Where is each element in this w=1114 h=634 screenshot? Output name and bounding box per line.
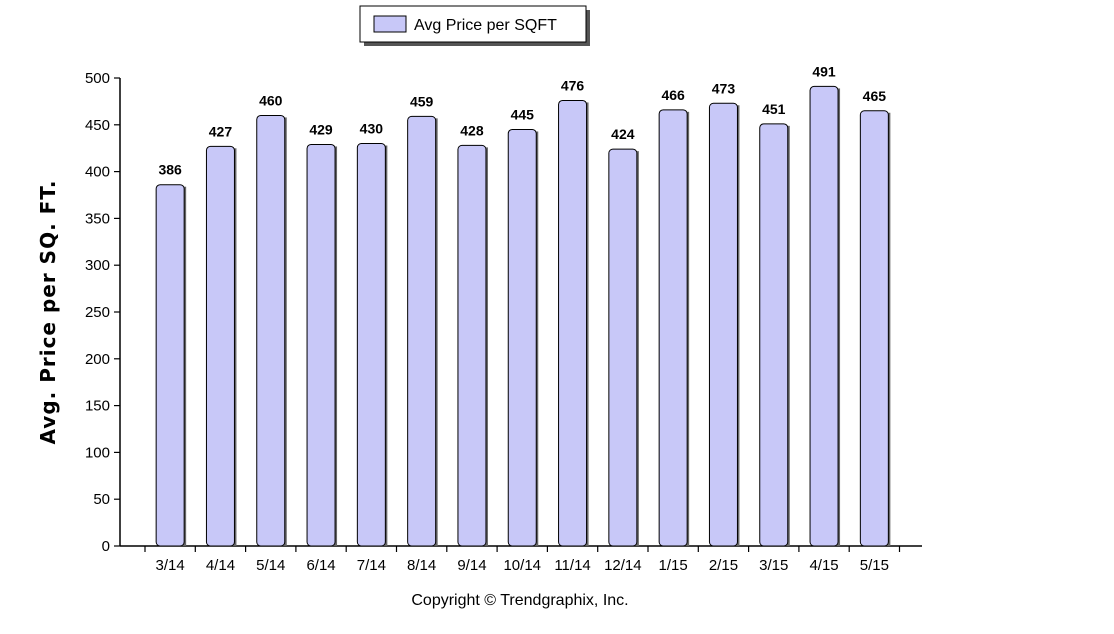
x-tick-label: 4/15 <box>809 557 838 574</box>
data-label: 445 <box>511 106 535 122</box>
bar <box>708 102 738 547</box>
y-tick-label: 350 <box>85 210 110 227</box>
bar <box>658 109 688 547</box>
bar <box>155 184 185 547</box>
data-label: 459 <box>410 93 434 109</box>
y-tick-label: 0 <box>102 538 110 555</box>
bar <box>356 143 386 547</box>
y-tick-label: 150 <box>85 398 110 415</box>
data-label: 466 <box>661 87 685 103</box>
bar <box>407 115 437 547</box>
x-tick-label: 7/14 <box>357 557 386 574</box>
x-tick-label: 5/15 <box>860 557 889 574</box>
y-tick-label: 450 <box>85 117 110 134</box>
bar <box>457 144 487 547</box>
y-ticks: 0 50 100 150 200 250 300 350 400 450 500 <box>85 70 120 555</box>
bar <box>809 85 839 547</box>
data-label: 424 <box>611 126 635 142</box>
data-label: 428 <box>460 122 484 138</box>
data-label: 460 <box>259 92 283 108</box>
x-tick-label: 2/15 <box>709 557 738 574</box>
bar <box>507 128 537 547</box>
y-tick-label: 200 <box>85 351 110 368</box>
x-ticks: 3/14 4/14 5/14 6/14 7/14 8/14 9/14 10/14 11/14 12… <box>144 546 901 574</box>
bar <box>558 99 588 547</box>
x-tick-label: 8/14 <box>407 557 436 574</box>
y-tick-label: 100 <box>85 444 110 461</box>
x-tick-label: 5/14 <box>256 557 285 574</box>
data-label: 473 <box>712 80 736 96</box>
y-tick-label: 250 <box>85 304 110 321</box>
bar <box>859 110 889 547</box>
data-label: 451 <box>762 101 786 117</box>
x-tick-label: 9/14 <box>457 557 486 574</box>
x-tick-label: 4/14 <box>206 557 235 574</box>
bars <box>155 85 891 547</box>
data-label: 491 <box>812 63 836 79</box>
data-label: 465 <box>863 88 887 104</box>
x-tick-label: 3/14 <box>156 557 185 574</box>
data-labels: 386 427 460 429 430 459 428 445 476 424 466 473 451 4… <box>158 63 886 177</box>
y-tick-label: 300 <box>85 257 110 274</box>
x-tick-label: 6/14 <box>306 557 335 574</box>
x-tick-label: 3/15 <box>759 557 788 574</box>
bar <box>608 148 638 547</box>
y-tick-label: 500 <box>85 70 110 87</box>
legend: Avg Price per SQFT <box>359 5 590 46</box>
data-label: 427 <box>209 123 233 139</box>
y-tick-label: 400 <box>85 164 110 181</box>
copyright-text: Copyright © Trendgraphix, Inc. <box>411 592 628 609</box>
x-tick-label: 11/14 <box>554 557 590 574</box>
data-label: 476 <box>561 77 585 93</box>
bar <box>256 114 286 547</box>
x-tick-label: 1/15 <box>659 557 688 574</box>
bar <box>759 123 789 547</box>
x-tick-label: 10/14 <box>503 557 541 574</box>
x-tick-label: 12/14 <box>604 557 642 574</box>
y-tick-label: 50 <box>93 491 110 508</box>
y-axis-label: Avg. Price per SQ. FT. <box>36 180 60 445</box>
bar <box>306 143 336 547</box>
data-label: 430 <box>360 121 384 137</box>
legend-swatch <box>373 15 407 33</box>
data-label: 386 <box>158 162 182 178</box>
data-label: 429 <box>309 121 333 137</box>
bar <box>205 145 235 547</box>
legend-label: Avg Price per SQFT <box>414 17 557 34</box>
